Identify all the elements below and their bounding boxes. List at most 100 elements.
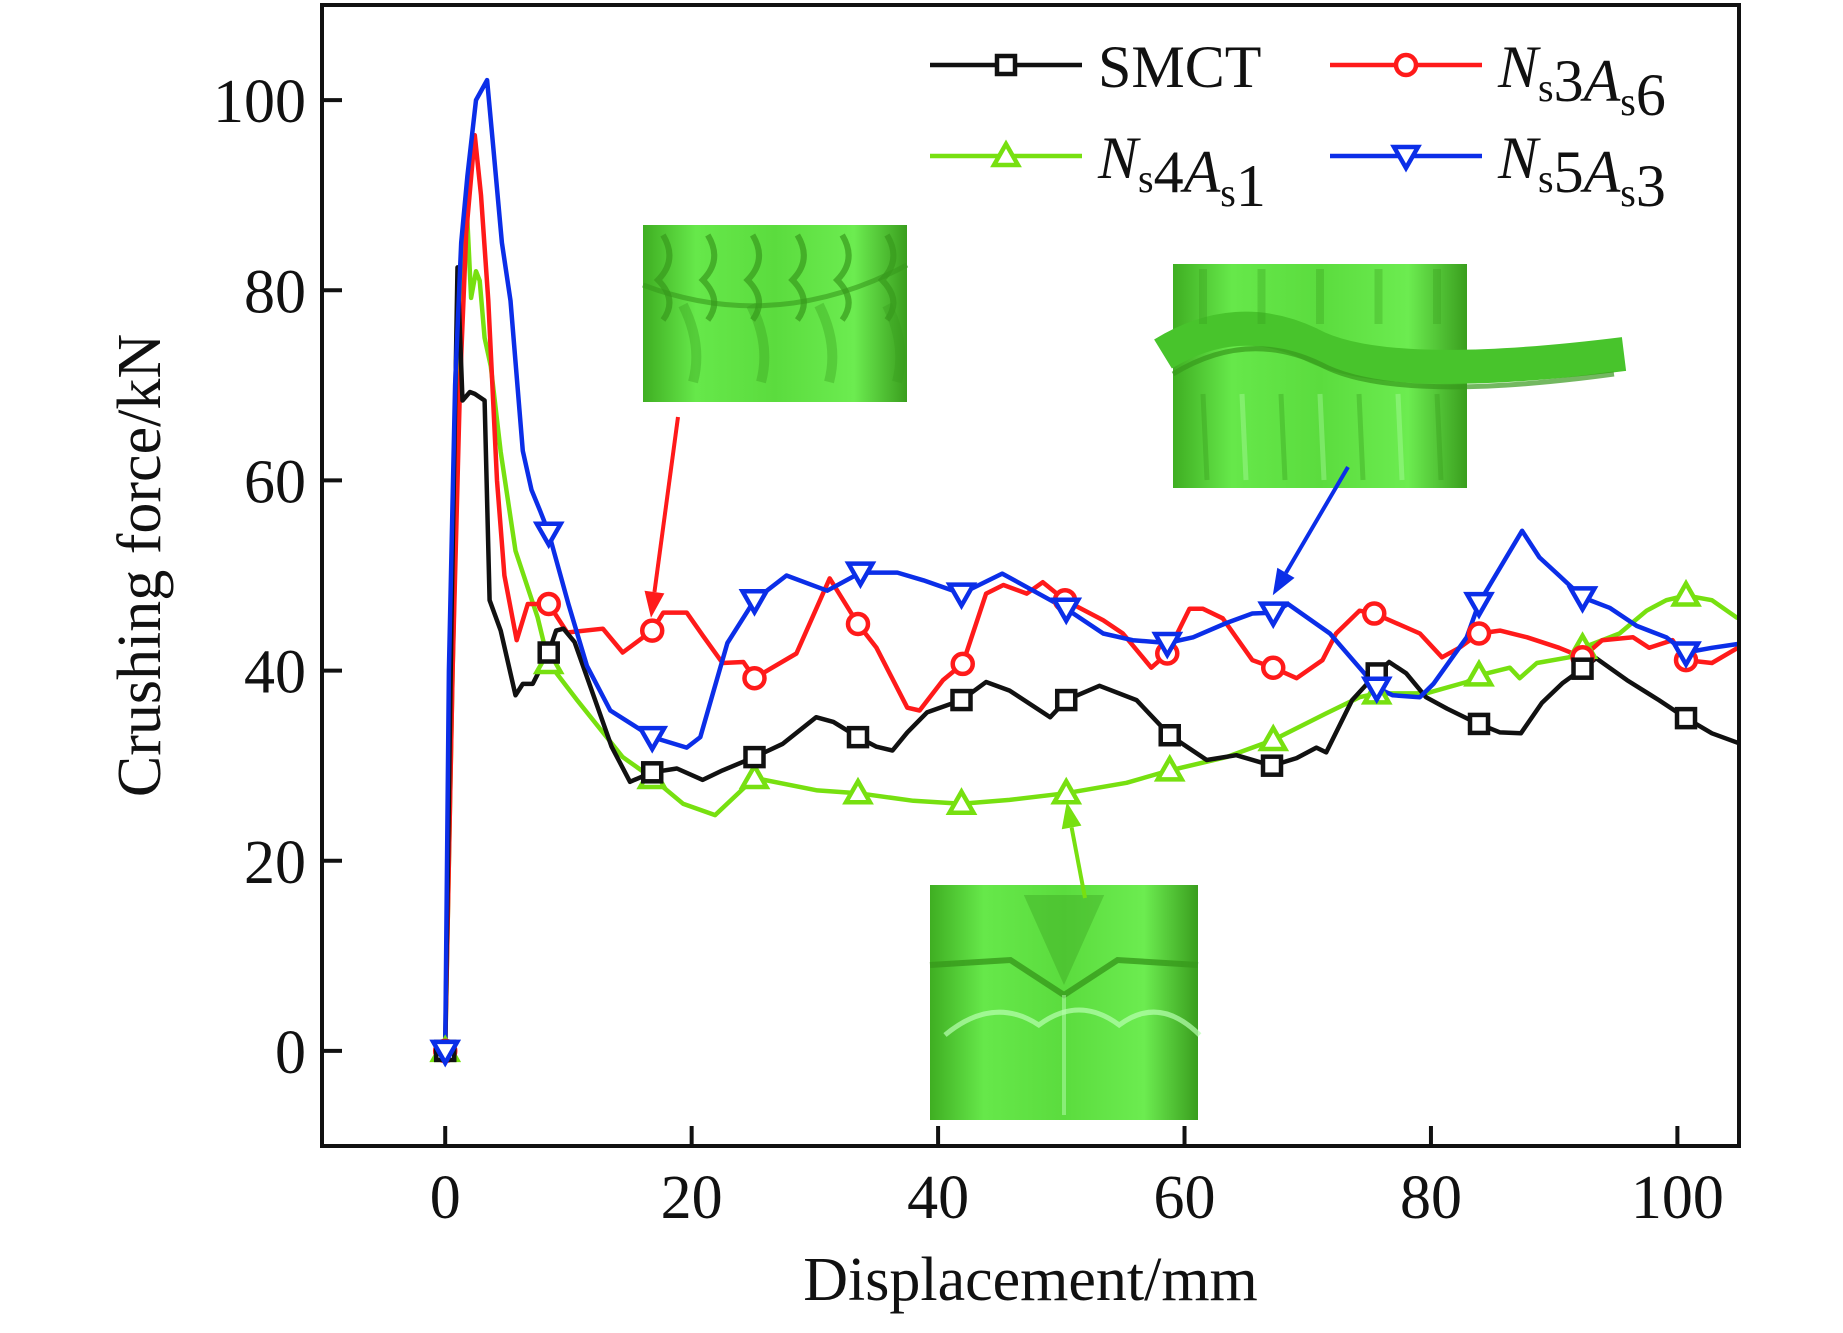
legend-label-part: s (1220, 170, 1236, 215)
y-axis-title: Crushing force/kN (106, 334, 174, 797)
data-marker-Ns3As6 (950, 651, 975, 677)
data-marker-SMCT (1467, 712, 1491, 736)
data-marker-Ns5As3 (532, 521, 565, 550)
data-marker-Ns5As3 (1360, 676, 1393, 705)
legend-label-part: N (1097, 125, 1141, 191)
legend-label-part: s (1620, 79, 1636, 124)
inset-ns5as3-deformation (1154, 264, 1627, 488)
fold-shade (832, 233, 852, 322)
legend-label-part: s (1138, 156, 1154, 201)
legend-item-Ns3As6: Ns3As6 (1330, 34, 1666, 128)
legend-label-part: 3 (1636, 153, 1666, 219)
y-tick-label: 100 (213, 68, 306, 136)
data-marker-Ns3As6 (1362, 601, 1387, 626)
legend-label: Ns3As6 (1497, 34, 1666, 128)
data-marker-Ns3As6 (1466, 621, 1492, 646)
deformation-insets (642, 225, 1627, 1120)
series-line-Ns4As1 (442, 193, 1740, 1051)
data-marker-Ns5As3 (738, 588, 771, 617)
data-marker-Ns5As3 (1670, 641, 1702, 670)
x-tick-label: 60 (1154, 1164, 1216, 1232)
plot-frame (320, 3, 1741, 1148)
fold-shade (1200, 393, 1210, 481)
fold-shade (698, 233, 718, 322)
data-marker-SMCT (1158, 723, 1181, 747)
fold-shade (1317, 393, 1327, 481)
legend-marker (1393, 52, 1419, 78)
fold-shade (1239, 393, 1249, 481)
arrow-to-ns4as1-shaft (1069, 827, 1087, 899)
data-marker-SMCT (846, 725, 870, 749)
fold-shade (882, 302, 906, 384)
legend-label-part: 4 (1154, 139, 1184, 205)
data-marker-Ns5As3 (844, 561, 877, 590)
annotation-arrows (644, 416, 1350, 899)
series-line-Ns5As3 (442, 77, 1739, 1051)
y-tick-label: 40 (244, 639, 306, 707)
x-tick-label: 0 (430, 1164, 461, 1232)
y-tick-label: 20 (244, 829, 306, 897)
data-marker-Ns4As1 (1257, 723, 1290, 752)
fold-shade (1434, 393, 1444, 481)
inset-ns3as6-deformation-body (643, 225, 907, 402)
legend-item-Ns5As3: Ns5As3 (1330, 125, 1666, 219)
data-marker-Ns5As3 (1257, 601, 1290, 630)
data-marker-Ns3As6 (742, 665, 767, 691)
legend-label-part: SMCT (1098, 34, 1261, 100)
legend-label: Ns4As1 (1097, 125, 1266, 219)
data-marker-Ns3As6 (845, 611, 871, 637)
ticks: 0 20 40 60 80 100 0 20 40 60 80 100 (213, 68, 1724, 1232)
legend-label-part: 5 (1554, 139, 1584, 205)
data-marker-Ns3As6 (1260, 655, 1286, 680)
data-marker-Ns4As1 (1153, 753, 1186, 782)
legend-label-part: A (1580, 48, 1621, 114)
arrow-to-ns5as3 (1272, 465, 1350, 596)
data-marker-Ns5As3 (636, 725, 669, 754)
fold-shade (877, 233, 897, 322)
legend-label-part: 6 (1636, 62, 1666, 128)
data-marker-SMCT (640, 761, 664, 784)
data-marker-Ns3As6 (536, 591, 561, 617)
legend-label: SMCT (1098, 34, 1261, 100)
y-tick-label: 80 (244, 258, 306, 326)
data-marker-Ns3As6 (639, 618, 665, 643)
inset-ns3as6-deformation (642, 225, 909, 402)
legend-label-part: A (1580, 139, 1621, 205)
fold-shade (788, 233, 807, 322)
x-tick-label: 100 (1631, 1164, 1724, 1232)
data-marker-Ns4As1 (738, 761, 771, 790)
fold-shade (943, 1007, 1202, 1037)
data-marker-Ns4As1 (1463, 658, 1495, 687)
fold-shade (814, 302, 838, 384)
x-tick-label: 80 (1400, 1164, 1462, 1232)
legend-label-part: 1 (1236, 153, 1266, 219)
x-tick-label: 40 (907, 1164, 969, 1232)
plot-markers (429, 521, 1702, 1068)
legend-label-part: N (1497, 125, 1541, 191)
fold-shade (653, 233, 673, 322)
legend-label-part: 3 (1554, 48, 1584, 114)
fold-shade (1395, 393, 1405, 481)
data-marker-Ns5As3 (1151, 631, 1184, 660)
data-marker-Ns4As1 (1050, 776, 1083, 805)
data-marker-SMCT (743, 745, 766, 769)
legend-item-SMCT: SMCT (930, 34, 1261, 100)
data-marker-Ns5As3 (945, 582, 978, 611)
legend-label-part: A (1180, 139, 1221, 205)
data-marker-SMCT (950, 688, 973, 712)
data-marker-SMCT (1054, 688, 1078, 712)
fold-shade (678, 302, 702, 384)
y-tick-label: 0 (275, 1019, 306, 1087)
legend-label-part: N (1497, 34, 1541, 100)
data-marker-Ns4As1 (945, 787, 978, 815)
fold-shade (1356, 393, 1366, 481)
fold-shade (746, 302, 770, 384)
x-axis-title: Displacement/mm (803, 1246, 1258, 1314)
legend-item-Ns4As1: Ns4As1 (930, 125, 1266, 219)
arrow-to-ns3as6 (644, 416, 680, 618)
data-marker-Ns5As3 (1050, 597, 1083, 626)
legend-label-part: s (1538, 156, 1554, 201)
fold-shade (1278, 393, 1288, 481)
